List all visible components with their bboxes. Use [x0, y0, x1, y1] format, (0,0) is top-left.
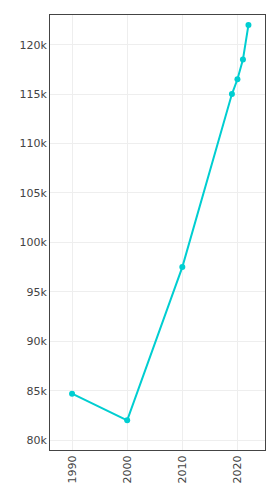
svg-text:80k: 80k	[26, 434, 47, 447]
svg-text:105k: 105k	[19, 187, 47, 200]
svg-text:2020: 2020	[231, 455, 244, 483]
svg-text:100k: 100k	[19, 236, 47, 249]
svg-text:115k: 115k	[19, 88, 47, 101]
svg-text:90k: 90k	[26, 335, 47, 348]
svg-text:1990: 1990	[66, 455, 79, 483]
svg-text:2010: 2010	[176, 455, 189, 483]
svg-text:95k: 95k	[26, 286, 47, 299]
svg-text:120k: 120k	[19, 39, 47, 52]
svg-text:85k: 85k	[26, 385, 47, 398]
svg-text:110k: 110k	[19, 137, 47, 150]
svg-text:2000: 2000	[121, 455, 134, 483]
